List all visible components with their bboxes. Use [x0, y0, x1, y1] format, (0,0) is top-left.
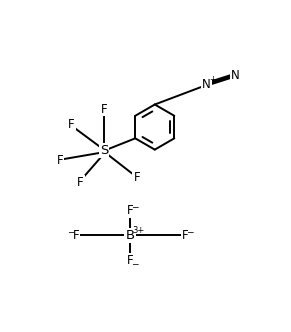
- Text: −: −: [67, 227, 74, 236]
- Text: F: F: [127, 204, 133, 217]
- Text: −: −: [131, 203, 139, 211]
- Text: F: F: [101, 103, 107, 116]
- Text: −: −: [187, 227, 194, 236]
- Text: F: F: [133, 171, 140, 184]
- Text: N: N: [202, 78, 211, 91]
- Text: F: F: [68, 118, 75, 131]
- Text: F: F: [182, 229, 189, 242]
- Text: F: F: [57, 154, 63, 167]
- Text: N: N: [230, 69, 239, 82]
- Text: +: +: [209, 75, 216, 84]
- Text: S: S: [100, 144, 108, 157]
- Text: 3+: 3+: [132, 226, 145, 235]
- Text: B: B: [125, 229, 134, 242]
- Text: F: F: [127, 254, 133, 267]
- Text: F: F: [77, 176, 84, 189]
- Text: −: −: [131, 259, 139, 268]
- Text: F: F: [72, 229, 79, 242]
